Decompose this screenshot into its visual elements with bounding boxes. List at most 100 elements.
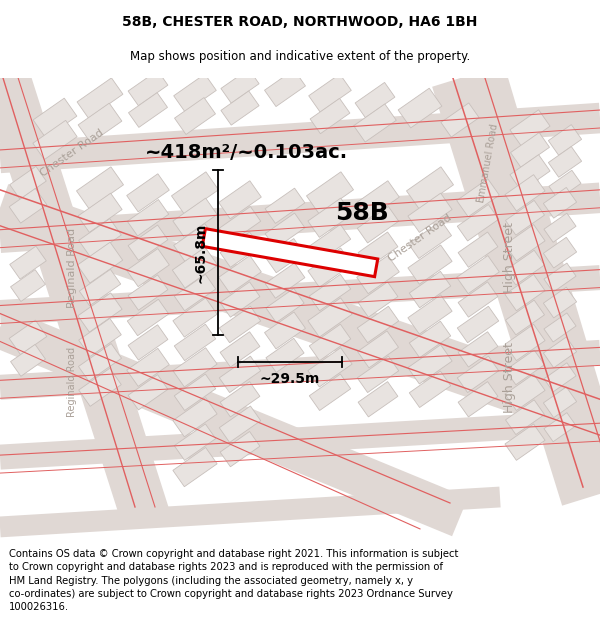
Polygon shape: [357, 306, 399, 343]
Polygon shape: [506, 300, 544, 335]
Polygon shape: [458, 232, 498, 268]
Polygon shape: [173, 298, 217, 337]
Polygon shape: [544, 337, 577, 367]
Polygon shape: [172, 248, 218, 288]
Polygon shape: [78, 103, 122, 143]
Polygon shape: [358, 282, 398, 317]
Polygon shape: [221, 69, 259, 103]
Polygon shape: [174, 74, 216, 112]
Polygon shape: [548, 146, 581, 177]
Text: Contains OS data © Crown copyright and database right 2021. This information is : Contains OS data © Crown copyright and d…: [9, 549, 458, 612]
Polygon shape: [220, 382, 260, 417]
Polygon shape: [9, 189, 47, 223]
Text: 58B: 58B: [335, 201, 389, 225]
Polygon shape: [357, 206, 399, 243]
Polygon shape: [128, 374, 168, 410]
Polygon shape: [173, 448, 217, 487]
Polygon shape: [78, 293, 122, 332]
Polygon shape: [408, 193, 452, 232]
Polygon shape: [358, 382, 398, 417]
Polygon shape: [544, 287, 577, 318]
Polygon shape: [408, 345, 452, 384]
Polygon shape: [409, 321, 451, 357]
Polygon shape: [409, 371, 451, 408]
Polygon shape: [310, 98, 350, 134]
Polygon shape: [549, 170, 581, 199]
Polygon shape: [266, 239, 304, 272]
Text: Reginald Road: Reginald Road: [67, 228, 77, 308]
Polygon shape: [221, 91, 259, 125]
Polygon shape: [458, 382, 498, 417]
Polygon shape: [11, 269, 46, 301]
Polygon shape: [175, 98, 215, 134]
Polygon shape: [309, 324, 351, 361]
Polygon shape: [309, 74, 351, 112]
Polygon shape: [511, 132, 550, 168]
Polygon shape: [398, 88, 442, 128]
Polygon shape: [219, 181, 261, 219]
Polygon shape: [544, 412, 576, 442]
Polygon shape: [265, 69, 305, 107]
Polygon shape: [33, 121, 77, 159]
Polygon shape: [544, 313, 576, 342]
Polygon shape: [355, 82, 395, 118]
Polygon shape: [174, 224, 216, 262]
Polygon shape: [33, 98, 77, 138]
Polygon shape: [309, 224, 351, 261]
Polygon shape: [309, 374, 351, 411]
Polygon shape: [173, 348, 217, 387]
Polygon shape: [79, 368, 121, 406]
Polygon shape: [548, 124, 581, 156]
Polygon shape: [9, 320, 47, 355]
Text: High Street: High Street: [503, 222, 517, 293]
Polygon shape: [506, 400, 544, 434]
Polygon shape: [11, 344, 46, 376]
Polygon shape: [506, 350, 544, 385]
Polygon shape: [308, 298, 352, 337]
Polygon shape: [128, 325, 168, 360]
Polygon shape: [266, 338, 304, 372]
Polygon shape: [128, 71, 168, 106]
Polygon shape: [510, 110, 550, 146]
Polygon shape: [308, 248, 352, 288]
Polygon shape: [406, 167, 454, 209]
Polygon shape: [265, 213, 305, 248]
Polygon shape: [219, 356, 261, 392]
Text: Reginald Road: Reginald Road: [67, 348, 77, 418]
Polygon shape: [127, 249, 169, 287]
Polygon shape: [506, 201, 544, 235]
Polygon shape: [78, 193, 122, 232]
Polygon shape: [308, 348, 352, 387]
Polygon shape: [77, 242, 122, 283]
Polygon shape: [79, 269, 121, 306]
Polygon shape: [76, 167, 124, 209]
Polygon shape: [458, 282, 498, 317]
Polygon shape: [408, 295, 452, 334]
Polygon shape: [219, 206, 261, 243]
Text: ~418m²/~0.103ac.: ~418m²/~0.103ac.: [145, 143, 348, 162]
Polygon shape: [220, 282, 260, 317]
Polygon shape: [202, 229, 378, 277]
Polygon shape: [172, 172, 218, 214]
Polygon shape: [127, 199, 169, 236]
Polygon shape: [220, 332, 260, 367]
Polygon shape: [506, 250, 544, 285]
Polygon shape: [174, 274, 216, 311]
Text: Chester Road: Chester Road: [386, 212, 454, 263]
Polygon shape: [505, 324, 545, 361]
Polygon shape: [265, 263, 305, 298]
Polygon shape: [458, 332, 498, 367]
Text: Map shows position and indicative extent of the property.: Map shows position and indicative extent…: [130, 50, 470, 62]
Polygon shape: [127, 174, 169, 212]
Polygon shape: [309, 274, 351, 311]
Polygon shape: [79, 318, 121, 356]
Text: High Street: High Street: [503, 342, 517, 412]
Polygon shape: [408, 245, 452, 284]
Polygon shape: [357, 256, 399, 294]
Polygon shape: [127, 299, 169, 336]
Polygon shape: [265, 188, 305, 223]
Polygon shape: [173, 398, 217, 437]
Text: Chester Road: Chester Road: [38, 127, 106, 179]
Text: Emmanuel Road: Emmanuel Road: [476, 122, 500, 203]
Polygon shape: [127, 348, 169, 386]
